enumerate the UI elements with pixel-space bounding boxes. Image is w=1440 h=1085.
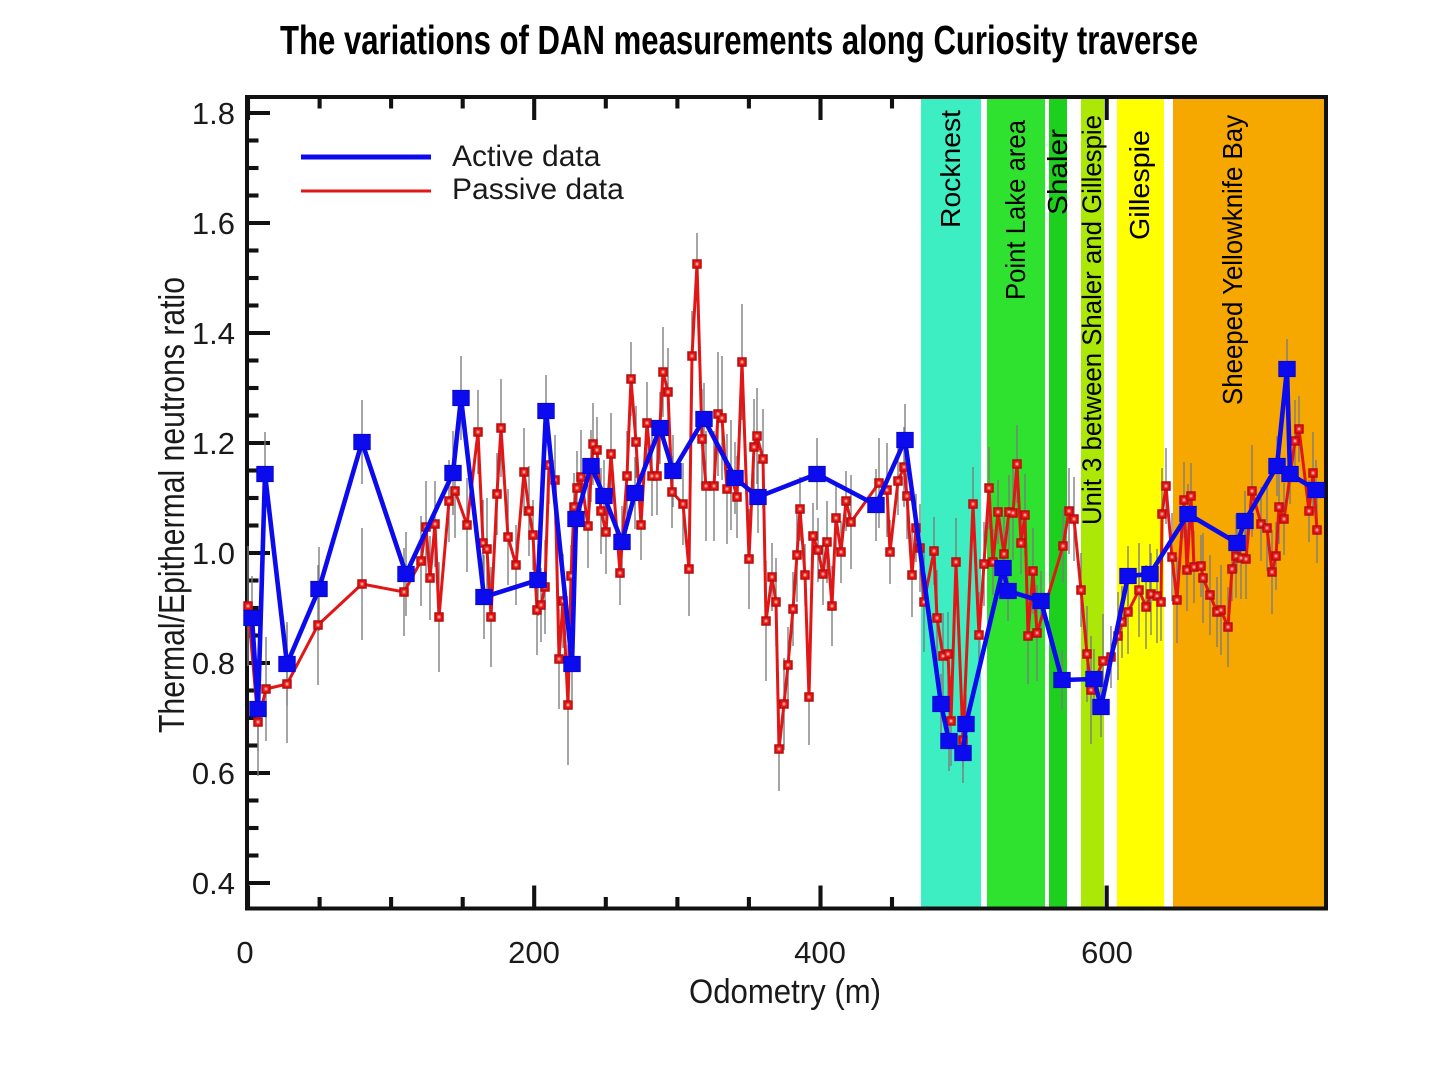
- svg-text:0.8: 0.8: [192, 646, 235, 681]
- svg-text:1.2: 1.2: [192, 426, 235, 461]
- svg-text:Unit 3 between Shaler and Gill: Unit 3 between Shaler and Gillespie: [1077, 115, 1107, 525]
- svg-text:Gillespie: Gillespie: [1124, 130, 1155, 240]
- svg-text:0.6: 0.6: [192, 756, 235, 791]
- svg-text:Point Lake area: Point Lake area: [1000, 120, 1031, 300]
- svg-text:Sheeped Yellowknife Bay: Sheeped Yellowknife Bay: [1217, 115, 1248, 405]
- svg-text:Shaler: Shaler: [1042, 129, 1073, 215]
- svg-text:0.4: 0.4: [192, 866, 235, 901]
- svg-text:0: 0: [236, 935, 253, 970]
- svg-text:1.8: 1.8: [192, 96, 235, 131]
- svg-text:600: 600: [1081, 935, 1133, 970]
- svg-text:1.6: 1.6: [192, 206, 235, 241]
- svg-text:Passive data: Passive data: [452, 173, 624, 206]
- svg-text:Active data: Active data: [452, 140, 601, 173]
- svg-text:1.0: 1.0: [192, 536, 235, 571]
- svg-text:200: 200: [508, 935, 560, 970]
- svg-text:1.4: 1.4: [192, 316, 235, 351]
- svg-text:Odometry (m): Odometry (m): [689, 973, 881, 1011]
- svg-text:Thermal/Epithermal neutrons ra: Thermal/Epithermal neutrons ratio: [151, 277, 192, 733]
- svg-text:The variations of DAN measurem: The variations of DAN measurements along…: [280, 17, 1198, 63]
- svg-text:400: 400: [794, 935, 846, 970]
- svg-text:Rocknest: Rocknest: [935, 110, 966, 228]
